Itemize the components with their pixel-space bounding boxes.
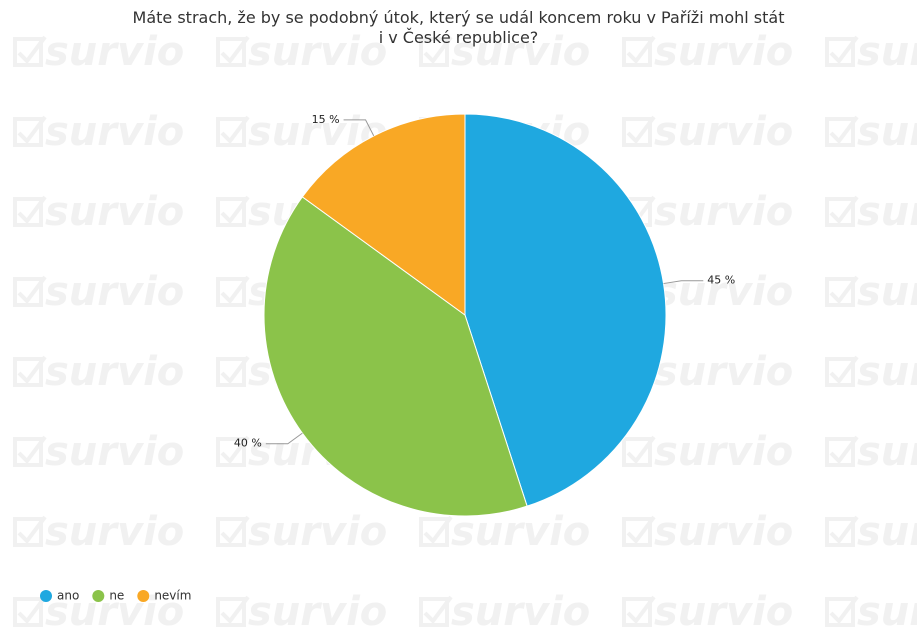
watermark: survio (857, 429, 917, 475)
watermark-icon (13, 435, 47, 467)
watermark-icon (13, 275, 47, 307)
watermark: survio (857, 349, 917, 395)
watermark: survio (45, 269, 184, 315)
watermark-icon (13, 195, 47, 227)
watermark-icon (622, 435, 656, 467)
leader-line (663, 280, 704, 285)
legend-label: ano (57, 589, 79, 603)
watermark-icon (13, 355, 47, 387)
watermark-icon (825, 595, 859, 627)
watermark-icon (825, 275, 859, 307)
watermark-icon (825, 35, 859, 67)
watermark-icon (13, 35, 47, 67)
watermark-icon (216, 35, 250, 67)
watermark: survio (857, 589, 917, 629)
watermark-icon (216, 115, 250, 147)
watermark-icon (216, 195, 250, 227)
watermark: survio (451, 589, 590, 629)
legend-label: ne (109, 589, 124, 603)
watermark: survio (45, 509, 184, 555)
watermark: survio (654, 509, 793, 555)
watermark-icon (216, 275, 250, 307)
watermark-icon (216, 515, 250, 547)
watermark-icon (216, 355, 250, 387)
data-label: 45 % (707, 274, 735, 287)
watermark: survio (857, 189, 917, 235)
watermark-icon (622, 35, 656, 67)
legend-marker (92, 590, 105, 602)
watermark-icon (216, 595, 250, 627)
legend-label: nevím (154, 589, 191, 603)
leader-line (265, 432, 303, 445)
watermark-icon (825, 515, 859, 547)
watermark-icon (419, 35, 453, 67)
watermark: survio (45, 29, 184, 75)
watermark: survio (451, 509, 590, 555)
watermark-icon (13, 515, 47, 547)
watermark: survio (857, 29, 917, 75)
data-label: 15 % (312, 113, 340, 126)
watermark-icon (825, 115, 859, 147)
watermark: survio (654, 189, 793, 235)
pie-slice (464, 113, 667, 507)
watermark: survio (857, 509, 917, 555)
watermark-icon (419, 595, 453, 627)
legend-marker (137, 590, 150, 602)
watermark-icon (825, 355, 859, 387)
pie-slice (263, 196, 528, 517)
watermark: survio (248, 29, 387, 75)
pie-slice (301, 113, 466, 316)
leader-line (343, 119, 375, 137)
watermark: survio (654, 429, 793, 475)
watermark: survio (857, 109, 917, 155)
watermark: survio (45, 109, 184, 155)
watermark-icon (216, 435, 250, 467)
watermark-icon (622, 595, 656, 627)
watermark-icon (825, 195, 859, 227)
watermark: survio (45, 589, 184, 629)
watermark: survio (45, 189, 184, 235)
watermark-icon (419, 515, 453, 547)
watermark: survio (857, 269, 917, 315)
watermark: survio (45, 349, 184, 395)
watermark: survio (654, 29, 793, 75)
chart-title: Máte strach, že by se podobný útok, kter… (132, 8, 785, 47)
watermark-icon (825, 435, 859, 467)
watermark: survio (248, 509, 387, 555)
watermark-icon (13, 595, 47, 627)
watermark: survio (654, 269, 793, 315)
watermark-icon (622, 115, 656, 147)
watermark-icon (622, 515, 656, 547)
watermark: survio (654, 349, 793, 395)
watermark-icon (13, 115, 47, 147)
watermark: survio (654, 589, 793, 629)
watermark: survio (45, 429, 184, 475)
watermark: survio (248, 589, 387, 629)
data-label: 40 % (234, 437, 262, 450)
watermark: survio (654, 109, 793, 155)
watermark: survio (451, 29, 590, 75)
legend-marker (40, 590, 52, 602)
